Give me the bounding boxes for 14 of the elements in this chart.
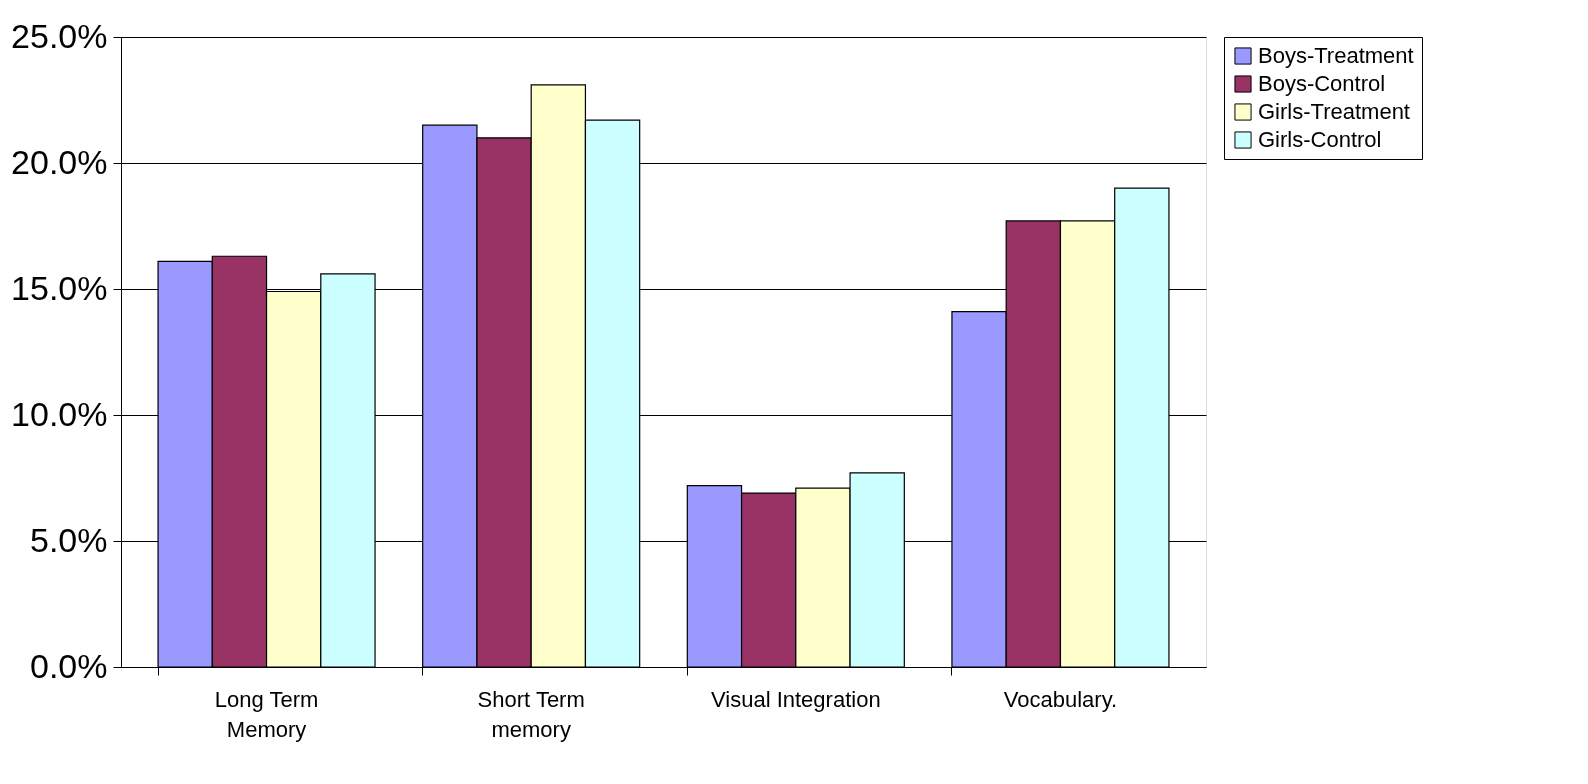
legend-label: Girls-Treatment bbox=[1258, 99, 1410, 124]
x-tick-label: Visual Integration bbox=[711, 686, 881, 712]
x-tick-label: Long Term Memory bbox=[214, 686, 319, 742]
y-tick-label: 5.0% bbox=[30, 520, 108, 559]
y-tick-label: 20.0% bbox=[11, 142, 108, 181]
legend-label: Boys-Treatment bbox=[1258, 43, 1414, 68]
legend-label: Boys-Control bbox=[1258, 71, 1386, 96]
y-tick-label: 10.0% bbox=[11, 394, 108, 433]
y-tick-label: 0.0% bbox=[30, 646, 108, 685]
y-tick-label: 15.0% bbox=[11, 268, 108, 307]
x-tick-label: Vocabulary. bbox=[1003, 686, 1118, 712]
legend-label: Girls-Control bbox=[1258, 127, 1382, 152]
x-tick-label: Short Term memory bbox=[477, 686, 585, 742]
y-tick-label: 25.0% bbox=[11, 16, 108, 55]
